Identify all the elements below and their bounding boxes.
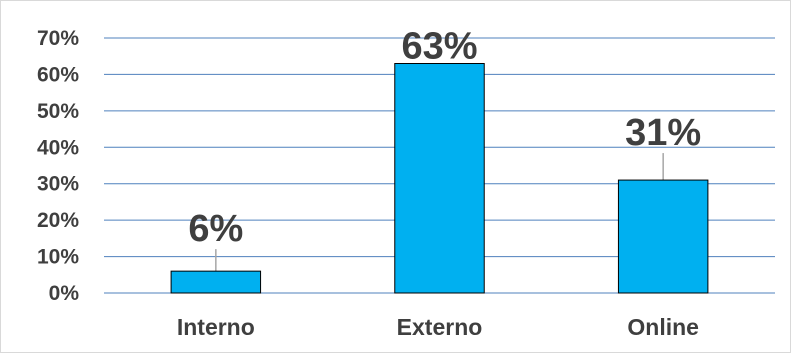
bar-interno [170,270,262,294]
y-tick-label: 60% [37,63,79,86]
x-category-label: Externo [397,314,483,340]
data-label: 63% [401,26,477,68]
y-tick-label: 10% [37,246,79,269]
data-label: 6% [188,208,243,250]
y-tick-label: 30% [37,173,79,196]
leader-lines [215,153,664,272]
y-tick-label: 20% [37,209,79,232]
x-category-label: Online [627,314,699,340]
x-category-label: Interno [177,314,255,340]
y-axis-ticks: 0% 10% 20% 30% 40% 50% 60% 70% [37,27,79,305]
y-tick-label: 0% [49,282,80,305]
bar-externo [394,63,485,294]
bar-online [617,179,709,294]
data-label: 31% [625,112,701,154]
y-tick-label: 70% [37,27,79,50]
y-tick-label: 50% [37,100,79,123]
bars [170,63,709,294]
y-tick-label: 40% [37,136,79,159]
x-axis-categories: Interno Externo Online [177,314,699,340]
data-labels: 6% 63% 31% [188,26,701,251]
